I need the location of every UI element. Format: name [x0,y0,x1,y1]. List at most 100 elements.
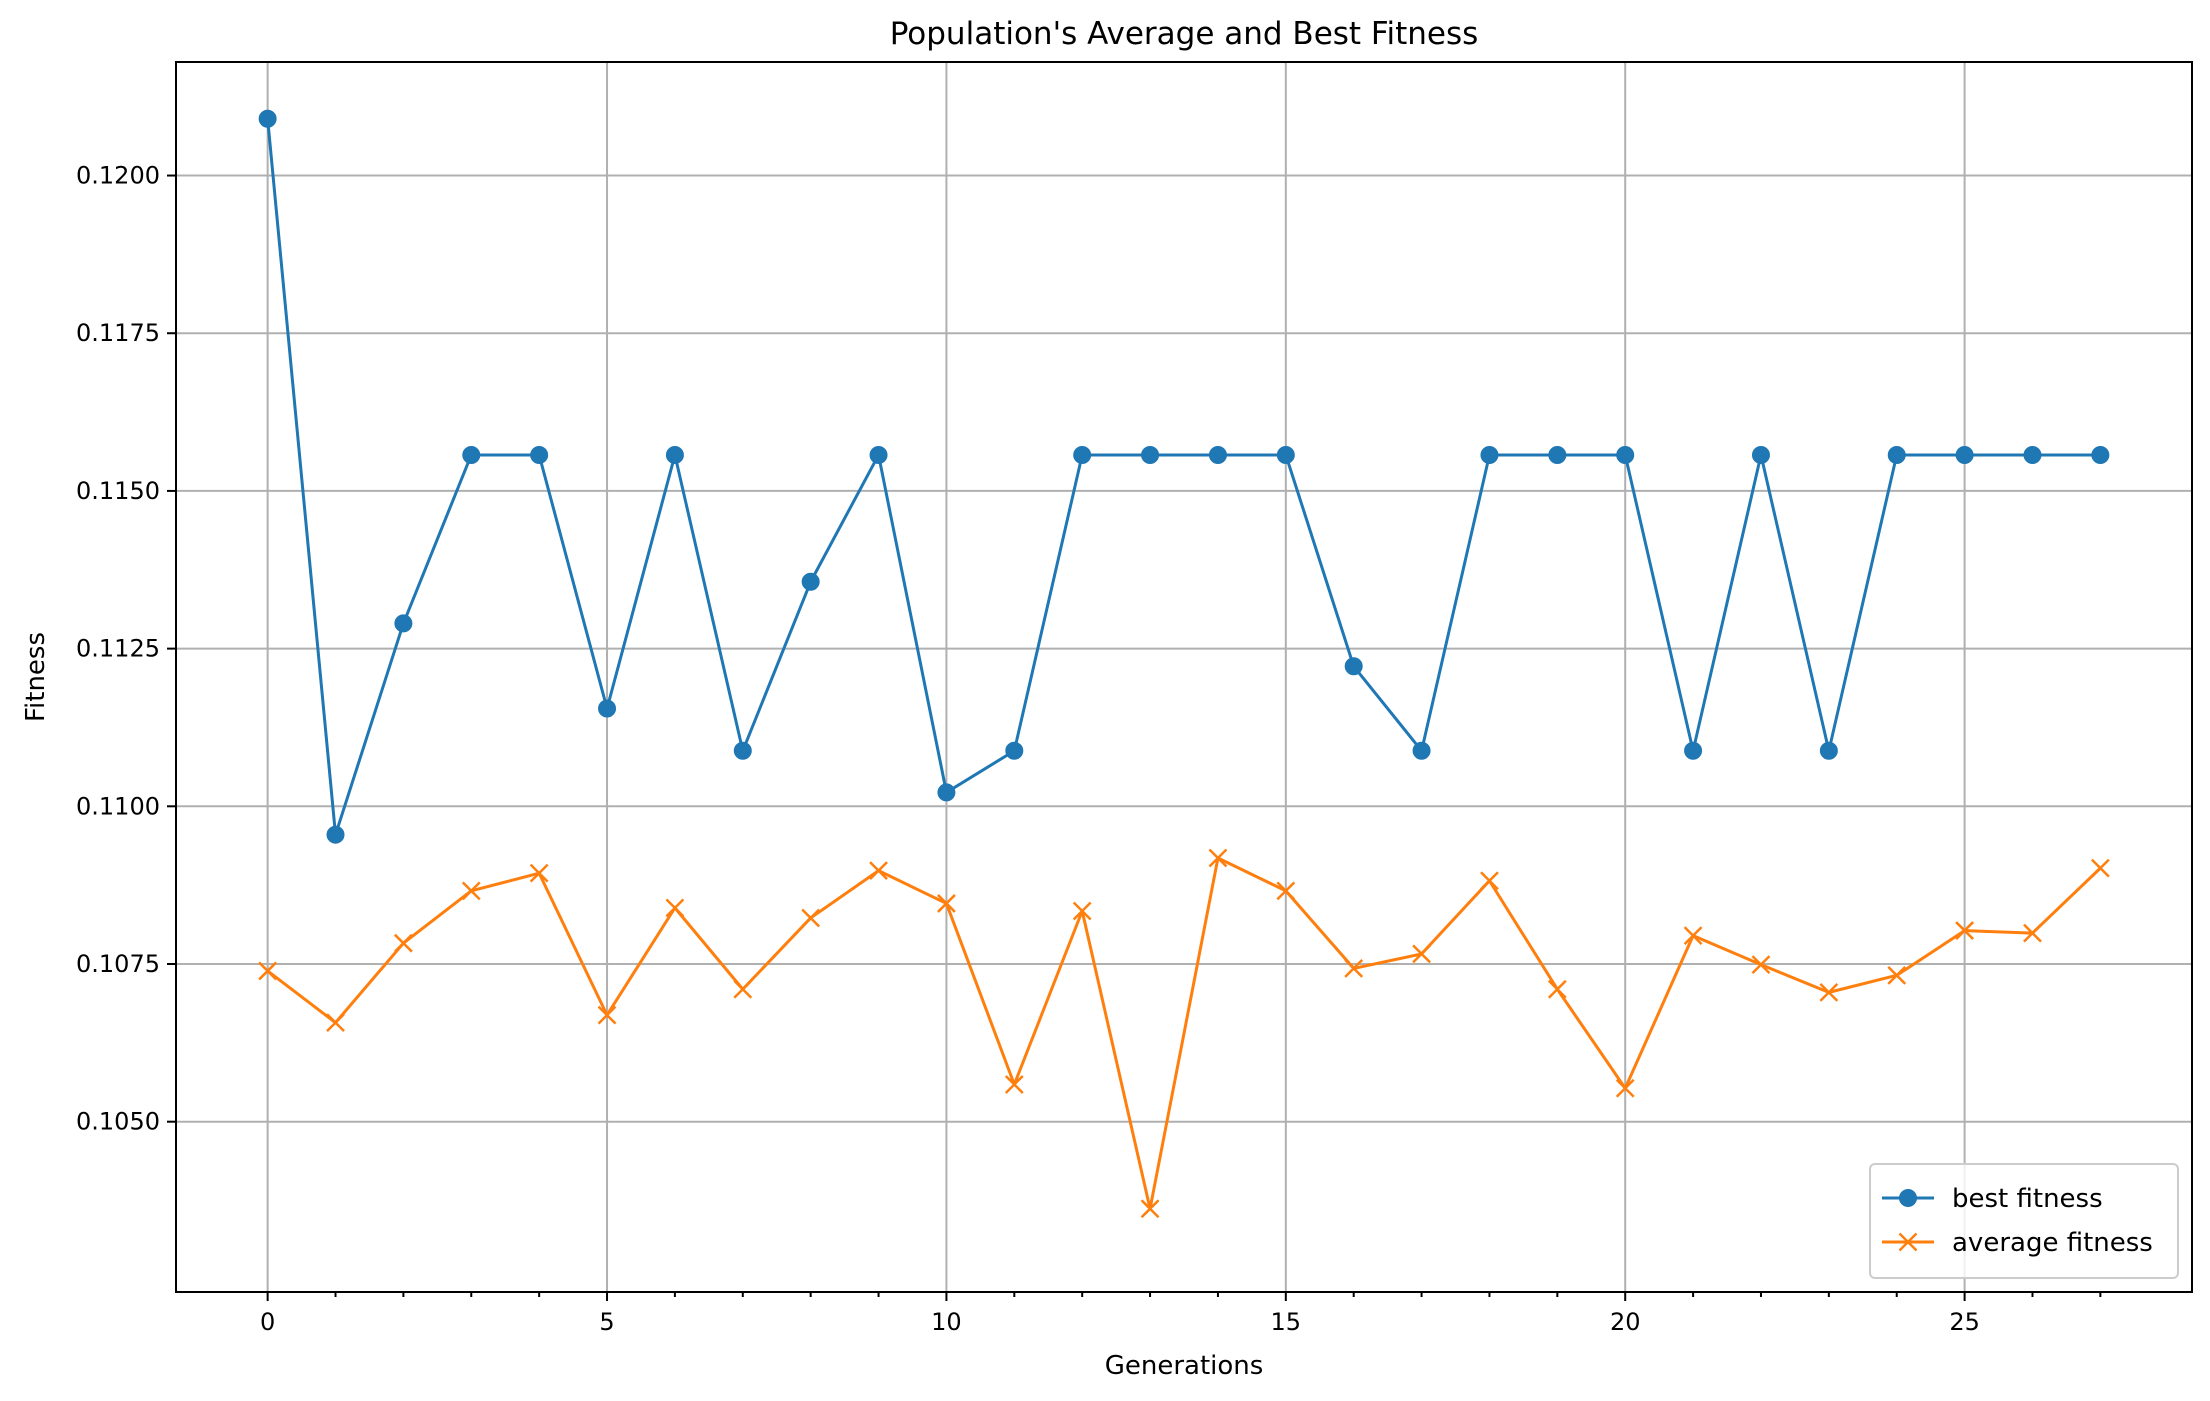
marker-stroke [801,908,821,928]
best-fitness-point [462,445,481,464]
y-tick-label: 0.1200 [76,162,160,190]
marker-stroke [1072,901,1092,921]
average-fitness-point [1276,881,1296,901]
marker-stroke [1683,926,1703,945]
legend-box [1869,1163,2179,1279]
marker-stroke [597,1005,617,1025]
y-tick-label: 0.1125 [76,635,160,663]
average-fitness-point [1887,965,1907,985]
x-tick-label: 10 [931,1308,962,1336]
marker-stroke [1276,881,1296,901]
best-fitness-point [1073,445,1092,464]
best-fitness-point [1276,445,1295,464]
best-fitness-point [1141,445,1160,464]
marker-stroke [937,894,956,913]
series-layer [258,109,2110,1219]
y-tick-label: 0.1175 [76,319,160,347]
best-fitness-point [530,445,549,464]
average-fitness-point [326,1013,345,1033]
y-tick-label: 0.1150 [76,477,160,505]
average-fitness-point [2090,858,2110,878]
average-fitness-point [1683,926,1703,945]
y-axis-label: Fitness [21,632,51,722]
legend-entry-best-fitness: best fitness [1882,1184,2103,1214]
average-fitness-point [1344,959,1364,978]
legend-swatch-marker [1898,1232,1918,1252]
average-fitness-point [869,861,888,881]
best-fitness-point [937,783,956,802]
plot-frame [175,61,2193,1293]
x-tick-label: 0 [260,1308,275,1336]
best-fitness-point [1005,741,1024,760]
best-fitness-point [665,445,684,464]
best-fitness-point [2091,445,2110,464]
average-fitness-point [1004,1075,1024,1094]
average-fitness-point [2023,923,2042,943]
marker-stroke [1887,965,1907,985]
marker-stroke [394,933,413,953]
grid-lines [176,62,2192,1292]
best-fitness-line [266,118,2101,837]
marker-stroke [1344,959,1364,978]
average-fitness-point [1412,944,1431,964]
legend-swatch-marker [1899,1189,1917,1207]
best-fitness-point [869,445,888,464]
average-fitness-point [1615,1078,1635,1098]
best-fitness-series [258,109,2110,844]
best-fitness-point [1684,741,1703,760]
best-fitness-point [2023,445,2042,464]
average-fitness-point [597,1005,617,1025]
average-fitness-point [461,881,481,901]
y-tick-label: 0.1050 [76,1108,160,1136]
best-fitness-point [1412,741,1431,760]
y-tick-label: 0.1075 [76,950,160,978]
marker-stroke [1480,871,1499,891]
marker-stroke [1955,921,1974,940]
marker-stroke [1751,955,1771,975]
average-fitness-point [665,898,685,918]
x-tick-label: 25 [1949,1308,1980,1336]
best-fitness-point [1480,445,1499,464]
best-fitness-point [801,572,820,591]
y-tick-label: 0.1100 [76,792,160,820]
chart-title: Population's Average and Best Fitness [890,16,1479,52]
best-fitness-point [1819,741,1838,760]
x-tick-label: 15 [1271,1308,1302,1336]
marker-stroke [1819,983,1839,1002]
marker-stroke [1412,944,1431,964]
marker-stroke [529,863,549,883]
best-fitness-point [733,741,752,760]
legend-entry-average-fitness: average fitness [1882,1228,2153,1258]
marker-stroke [258,961,278,981]
best-fitness-point [394,614,413,633]
marker-stroke [1615,1078,1635,1098]
average-fitness-point [1751,955,1771,975]
average-fitness-point [1819,983,1839,1002]
best-fitness-point [1955,445,1974,464]
average-fitness-point [1140,1199,1160,1219]
marker-stroke [1547,979,1567,999]
marker-stroke [2090,858,2110,878]
marker-stroke [733,979,753,999]
x-axis-label: Generations [1105,1351,1264,1381]
legend-label: average fitness [1952,1228,2153,1258]
marker-stroke [2023,923,2042,943]
best-fitness-point [258,109,277,128]
average-fitness-point [258,961,278,981]
average-fitness-point [1480,871,1499,891]
marker-stroke [1140,1199,1160,1219]
best-fitness-point [598,699,617,718]
x-tick-label: 5 [599,1308,614,1336]
best-fitness-point [1887,445,1906,464]
best-fitness-point [1548,445,1567,464]
average-fitness-series [258,848,2110,1219]
marker-stroke [1004,1075,1024,1094]
average-fitness-point [801,908,821,928]
marker-stroke [869,861,888,881]
legend-label: best fitness [1952,1184,2103,1214]
marker-stroke [1898,1232,1918,1252]
average-fitness-point [529,863,549,883]
average-fitness-point [733,979,753,999]
marker-stroke [326,1013,345,1033]
average-fitness-point [937,894,956,913]
